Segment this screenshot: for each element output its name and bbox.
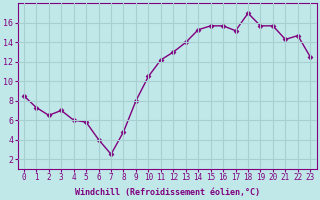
- X-axis label: Windchill (Refroidissement éolien,°C): Windchill (Refroidissement éolien,°C): [75, 188, 260, 197]
